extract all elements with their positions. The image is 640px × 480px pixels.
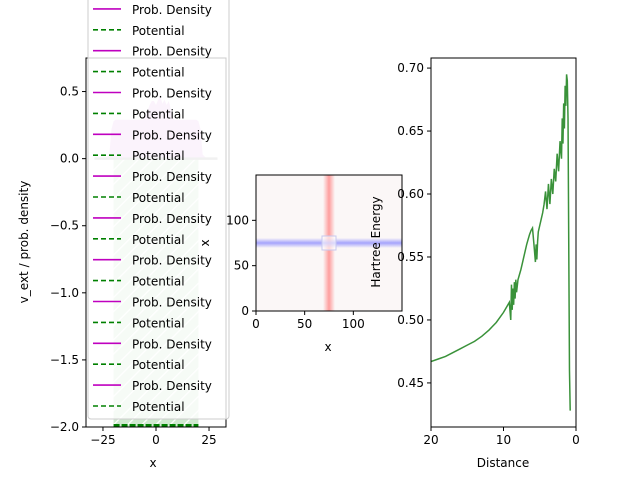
x-tick-label: 25: [201, 433, 216, 447]
legend-entry-label: Potential: [132, 191, 185, 205]
x-tick-label: 100: [342, 317, 365, 331]
chart-hartree-energy: 20 10 0 0.450.500.550.600.650.70 Distance …: [369, 57, 580, 470]
legend-entry-label: Potential: [132, 316, 185, 330]
legend-entry-label: Potential: [132, 66, 185, 80]
legend-entry-label: Prob. Density: [132, 170, 212, 184]
chart1-y-axis-label: v_ext / prob. density: [17, 181, 31, 304]
y-tick-label: 50: [234, 259, 249, 273]
y-tick-label: 0.70: [397, 61, 424, 75]
x-tick-label: −25: [90, 433, 115, 447]
y-tick-label: 0.55: [397, 250, 424, 264]
chart3-frame: [430, 57, 577, 428]
legend-entry-label: Potential: [132, 233, 185, 247]
chart-potential-density: −25 0 25 −2.0 −1.5 −1.0 −0.5 0.0 0.5 x v_ext / …: [17, 0, 230, 470]
legend-entry-label: Prob. Density: [132, 296, 212, 310]
legend-box: [87, 0, 230, 420]
chart1-legend: Prob. Density Potential Prob. Density Poten…: [87, 0, 230, 420]
legend-entry-label: Prob. Density: [132, 337, 212, 351]
x-tick-label: 10: [496, 433, 511, 447]
x-tick-label: 0: [152, 433, 160, 447]
chart2-x-axis-label: x: [324, 340, 331, 354]
legend-entry-label: Potential: [132, 400, 185, 414]
legend-entry-label: Prob. Density: [132, 87, 212, 101]
y-tick-label: 0.5: [60, 85, 79, 99]
y-tick-label: 0.60: [397, 187, 424, 201]
y-tick-label: −1.0: [50, 286, 79, 300]
y-tick-label: 0: [241, 304, 249, 318]
x-tick-label: 20: [423, 433, 438, 447]
chart2-y-axis-label: x: [198, 239, 212, 246]
x-tick-label: 0: [572, 433, 580, 447]
y-tick-label: −1.5: [50, 353, 79, 367]
legend-entry-label: Potential: [132, 275, 185, 289]
legend-entry-label: Prob. Density: [132, 212, 212, 226]
legend-entry-label: Prob. Density: [132, 128, 212, 142]
legend-entry-label: Prob. Density: [132, 379, 212, 393]
legend-entry-label: Potential: [132, 149, 185, 163]
legend-entry-label: Potential: [132, 107, 185, 121]
legend-entry-label: Prob. Density: [132, 45, 212, 59]
y-tick-label: 100: [226, 213, 249, 227]
chart3-y-axis-label: Hartree Energy: [369, 196, 383, 287]
y-tick-label: −0.5: [50, 219, 79, 233]
chart-heatmap: 0 50 100 0 50 100 x x: [198, 174, 403, 354]
chart3-x-axis-label: Distance: [477, 456, 529, 470]
y-tick-label: 0.0: [60, 152, 79, 166]
y-tick-label: −2.0: [50, 420, 79, 434]
chart2-frame: [255, 174, 403, 312]
legend-entry-label: Prob. Density: [132, 254, 212, 268]
legend-entry-label: Prob. Density: [132, 3, 212, 17]
heatmap-center: [321, 235, 337, 251]
y-tick-label: 0.45: [397, 376, 424, 390]
chart1-x-axis-label: x: [149, 456, 156, 470]
x-tick-label: 0: [252, 317, 260, 331]
y-tick-label: 0.50: [397, 313, 424, 327]
y-tick-label: 0.65: [397, 124, 424, 138]
x-tick-label: 50: [297, 317, 312, 331]
legend-entry-label: Potential: [132, 358, 185, 372]
hartree-energy-line: [431, 74, 571, 411]
legend-entry-label: Potential: [132, 24, 185, 38]
